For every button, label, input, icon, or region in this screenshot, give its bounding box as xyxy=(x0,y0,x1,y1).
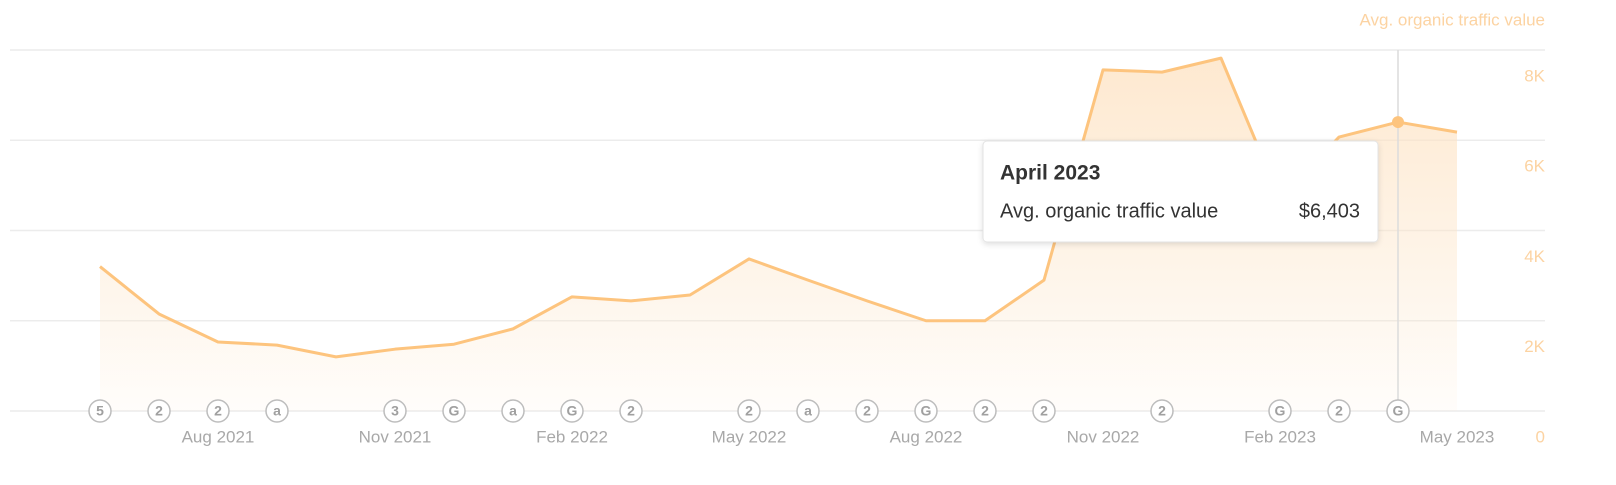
annotation-label: 2 xyxy=(981,403,989,419)
y-tick-label: 2K xyxy=(1524,337,1545,356)
annotation-label: 2 xyxy=(745,403,753,419)
annotation-label: 2 xyxy=(1158,403,1166,419)
annotation-label: G xyxy=(1393,403,1404,419)
annotation-label: 2 xyxy=(627,403,635,419)
x-tick-label: May 2022 xyxy=(712,427,787,446)
annotation-label: a xyxy=(509,403,517,419)
tooltip-series: Avg. organic traffic value xyxy=(1000,200,1218,222)
annotation-label: 3 xyxy=(391,403,399,419)
annotation-marker xyxy=(383,399,407,423)
x-tick-label: Feb 2023 xyxy=(1244,427,1316,446)
annotation-marker xyxy=(619,399,643,423)
annotation-label: a xyxy=(804,403,812,419)
annotation-marker xyxy=(973,399,997,423)
x-tick-label: Aug 2021 xyxy=(182,427,255,446)
annotation-label: a xyxy=(273,403,281,419)
annotation-marker xyxy=(737,399,761,423)
annotation-label: G xyxy=(567,403,578,419)
annotation-label: 2 xyxy=(214,403,222,419)
y-tick-label: 0 xyxy=(1536,427,1545,446)
annotation-marker xyxy=(206,399,230,423)
annotation-marker xyxy=(560,399,584,423)
annotation-marker xyxy=(796,399,820,423)
annotation-marker xyxy=(265,399,289,423)
hover-point xyxy=(1392,116,1404,129)
y-tick-label: 6K xyxy=(1524,157,1545,176)
tooltip-box xyxy=(982,140,1379,243)
x-tick-label: Nov 2021 xyxy=(359,427,432,446)
annotation-marker xyxy=(1386,399,1410,423)
y-tick-label: 4K xyxy=(1524,247,1545,266)
x-tick-label: Feb 2022 xyxy=(536,427,608,446)
line xyxy=(99,56,1458,359)
y-axis-title: Avg. organic traffic value xyxy=(1359,10,1545,29)
annotation-label: 2 xyxy=(155,403,163,419)
annotation-label: 2 xyxy=(1040,403,1048,419)
tooltip-title: April 2023 xyxy=(1000,162,1100,185)
x-tick-label: May 2023 xyxy=(1420,427,1495,446)
annotation-label: G xyxy=(921,403,932,419)
annotation-marker xyxy=(501,399,525,423)
tooltip-value: $6,403 xyxy=(1299,200,1360,222)
annotation-label: 5 xyxy=(96,403,104,419)
annotation-marker xyxy=(855,399,879,423)
x-tick-label: Nov 2022 xyxy=(1067,427,1140,446)
annotation-marker xyxy=(442,399,466,423)
annotation-marker xyxy=(1268,399,1292,423)
y-tick-label: 8K xyxy=(1524,66,1545,85)
annotation-marker xyxy=(1150,399,1174,423)
annotation-label: G xyxy=(449,403,460,419)
annotation-label: 2 xyxy=(1335,403,1343,419)
annotation-label: 2 xyxy=(863,403,871,419)
annotation-label: G xyxy=(1275,403,1286,419)
annotation-marker xyxy=(1327,399,1351,423)
annotation-marker xyxy=(1032,399,1056,423)
annotation-marker xyxy=(88,399,112,423)
annotation-marker xyxy=(914,399,938,423)
annotation-marker xyxy=(147,399,171,423)
x-tick-label: Aug 2022 xyxy=(890,427,963,446)
